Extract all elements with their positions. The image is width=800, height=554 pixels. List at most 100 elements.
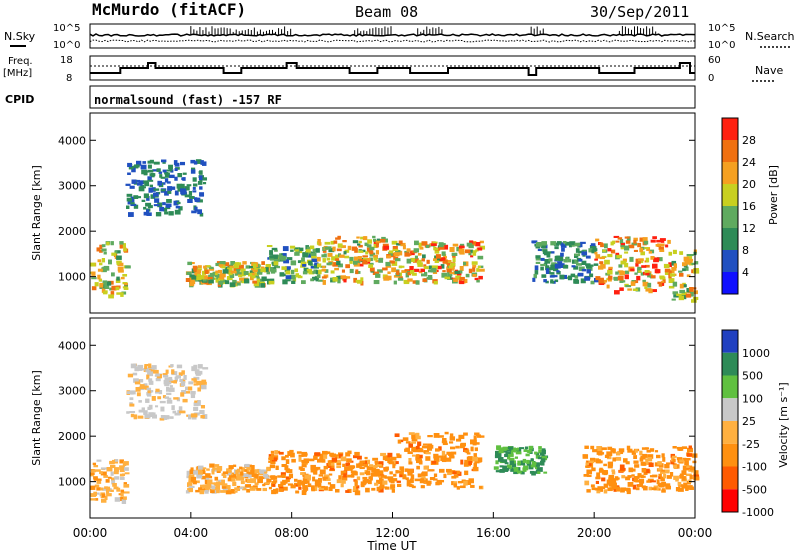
data-cell (683, 256, 690, 262)
y-tick-label: 2000 (58, 225, 86, 238)
data-cell (218, 482, 223, 486)
data-cell (90, 498, 96, 501)
data-cell (197, 199, 203, 203)
data-cell (348, 468, 353, 471)
data-cell (543, 279, 547, 283)
data-cell (584, 276, 591, 281)
data-cell (121, 291, 127, 295)
data-cell (693, 269, 700, 274)
data-cell (296, 451, 302, 454)
data-cell (477, 265, 481, 268)
data-cell (119, 241, 124, 245)
data-cell (228, 265, 234, 269)
data-cell (295, 490, 300, 494)
data-cell (143, 193, 149, 199)
data-cell (192, 187, 196, 190)
data-cell (550, 251, 555, 254)
data-cell (689, 262, 694, 266)
data-cell (250, 465, 255, 470)
data-cell (144, 364, 149, 367)
data-cell (168, 387, 175, 392)
data-cell (603, 463, 607, 467)
data-cell (285, 459, 290, 465)
data-cell (101, 244, 106, 248)
data-cell (470, 446, 474, 452)
data-cell (382, 480, 388, 485)
data-cell (176, 364, 183, 369)
data-cell (644, 468, 650, 474)
data-cell (232, 279, 237, 284)
data-cell (601, 447, 607, 451)
data-cell (257, 271, 263, 275)
data-cell (601, 477, 606, 482)
data-cell (412, 280, 419, 284)
data-cell (334, 267, 339, 271)
data-cell (590, 484, 595, 488)
data-cell (596, 489, 601, 494)
data-cell (147, 394, 152, 397)
data-cell (390, 253, 396, 258)
data-cell (285, 478, 290, 483)
data-cell (120, 292, 124, 297)
power-data-cells (90, 159, 700, 303)
data-cell (310, 464, 316, 470)
data-cell (323, 454, 328, 459)
data-cell (575, 248, 580, 253)
data-cell (548, 258, 553, 262)
data-cell (654, 462, 660, 467)
data-cell (380, 452, 387, 457)
data-cell (94, 484, 100, 488)
data-cell (122, 286, 128, 289)
data-cell (222, 471, 229, 475)
data-cell (164, 178, 169, 183)
data-cell (388, 275, 392, 281)
data-cell (525, 446, 529, 450)
data-cell (669, 270, 675, 274)
data-cell (399, 265, 405, 268)
data-cell (106, 241, 110, 246)
data-cell (180, 381, 186, 387)
data-cell (341, 269, 345, 273)
data-cell (162, 373, 168, 376)
data-cell (171, 186, 176, 190)
data-cell (133, 378, 139, 383)
data-cell (144, 182, 150, 187)
data-cell (431, 461, 437, 464)
data-cell (226, 485, 231, 489)
data-cell (557, 261, 563, 265)
data-cell (627, 482, 634, 487)
data-cell (281, 456, 286, 461)
data-cell (190, 169, 196, 174)
data-cell (153, 161, 160, 165)
data-cell (285, 454, 289, 458)
data-cell (660, 276, 666, 280)
data-cell (268, 456, 274, 460)
colorbar-frame (721, 329, 739, 513)
data-cell (668, 285, 675, 289)
data-cell (153, 192, 159, 197)
data-cell (174, 176, 178, 181)
data-cell (232, 481, 237, 487)
data-cell (273, 261, 279, 266)
data-cell (321, 276, 327, 279)
data-cell (685, 458, 691, 461)
data-cell (594, 487, 601, 491)
data-cell (444, 431, 449, 435)
data-cell (247, 473, 252, 478)
data-cell (130, 198, 135, 203)
data-cell (356, 463, 361, 468)
data-cell (137, 415, 144, 419)
data-cell (594, 251, 598, 255)
data-cell (658, 463, 664, 468)
colorbar-segment (722, 398, 738, 421)
data-cell (140, 164, 147, 170)
data-cell (254, 469, 260, 474)
data-cell (185, 278, 191, 282)
data-cell (262, 487, 268, 492)
data-cell (682, 476, 686, 481)
data-cell (133, 204, 139, 209)
data-cell (196, 380, 203, 386)
data-cell (173, 200, 179, 206)
data-cell (239, 475, 244, 481)
data-cell (283, 259, 290, 264)
